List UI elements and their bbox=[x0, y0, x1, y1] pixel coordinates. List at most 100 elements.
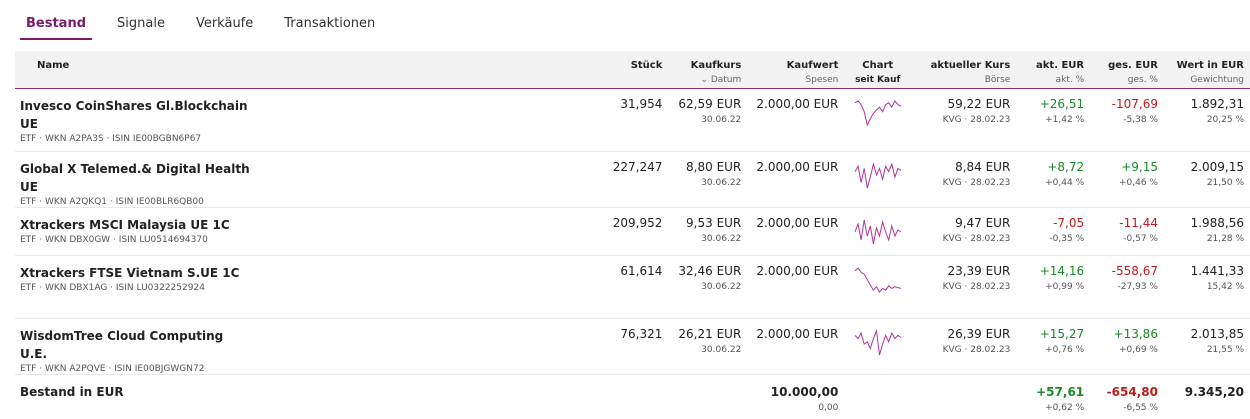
instrument-name[interactable]: WisdomTree Cloud Computing U.E. bbox=[20, 328, 224, 361]
chart-cell[interactable] bbox=[844, 207, 912, 256]
akt-value: +15,27 bbox=[1039, 326, 1085, 341]
instrument-name[interactable]: Xtrackers MSCI Malaysia UE 1C bbox=[20, 217, 230, 232]
wert-value: 1.892,31 bbox=[1190, 96, 1244, 111]
instrument-name[interactable]: Xtrackers FTSE Vietnam S.UE 1C bbox=[20, 265, 240, 280]
col-datum-label: Datum bbox=[710, 75, 742, 85]
gewichtung: 21,55 % bbox=[1206, 344, 1244, 355]
kaufkurs-value: 8,80 EUR bbox=[686, 159, 742, 174]
sparkline-chart[interactable] bbox=[853, 95, 903, 129]
ges-value: +13,86 bbox=[1113, 326, 1158, 341]
kurs-cell: 9,47 EUR KVG · 28.02.23 bbox=[911, 207, 1017, 256]
stueck-value: 76,321 bbox=[620, 326, 663, 341]
col-kaufkurs-label: Kaufkurs bbox=[690, 60, 742, 71]
sparkline-chart[interactable] bbox=[853, 325, 903, 359]
col-wert[interactable]: Wert in EUR Gewichtung bbox=[1164, 51, 1250, 88]
tab-bestand[interactable]: Bestand bbox=[20, 0, 93, 40]
sparkline-chart[interactable] bbox=[853, 214, 903, 248]
table-row[interactable]: WisdomTree Cloud Computing U.E. ETF · WKN… bbox=[15, 318, 1250, 375]
col-kaufkurs[interactable]: Kaufkurs ⌄ Datum bbox=[668, 51, 747, 88]
tab-transaktionen[interactable]: Transaktionen bbox=[284, 16, 376, 31]
gewichtung: 20,25 % bbox=[1206, 114, 1244, 125]
sparkline-line bbox=[854, 219, 902, 244]
col-chart[interactable]: Chart seit Kauf bbox=[844, 51, 911, 88]
total-empty bbox=[844, 374, 911, 413]
ges-cell: -107,69 -5,38 % bbox=[1090, 88, 1164, 152]
ges-pct: -0,57 % bbox=[1123, 233, 1158, 244]
ges-pct: -5,38 % bbox=[1123, 114, 1158, 125]
ges-value: -558,67 bbox=[1111, 263, 1158, 278]
kaufkurs-cell: 32,46 EUR 30.06.22 bbox=[668, 255, 748, 319]
tab-verkaeufe[interactable]: Verkäufe bbox=[195, 16, 254, 31]
ges-pct: +0,46 % bbox=[1118, 177, 1158, 188]
tab-signale[interactable]: Signale bbox=[117, 16, 165, 31]
kaufkurs-value: 62,59 EUR bbox=[678, 96, 742, 111]
instrument-name[interactable]: Invesco CoinShares Gl.Blockchain UE bbox=[20, 98, 248, 131]
wert-cell: 1.988,56 21,28 % bbox=[1163, 207, 1250, 256]
col-kaufwert[interactable]: Kaufwert Spesen bbox=[747, 51, 844, 88]
table-row[interactable]: Xtrackers MSCI Malaysia UE 1C ETF · WKN D… bbox=[15, 207, 1250, 256]
kurs-value: 26,39 EUR bbox=[947, 326, 1011, 341]
total-ges-value: -654,80 bbox=[1106, 384, 1158, 399]
table-row[interactable]: Xtrackers FTSE Vietnam S.UE 1C ETF · WKN … bbox=[15, 255, 1250, 319]
col-akt[interactable]: akt. EUR akt. % bbox=[1016, 51, 1090, 88]
col-gewicht-label: Gewichtung bbox=[1190, 75, 1244, 85]
akt-cell: +26,51 +1,42 % bbox=[1016, 88, 1091, 152]
col-name-label: Name bbox=[37, 60, 70, 71]
gewichtung: 21,50 % bbox=[1206, 177, 1244, 188]
ges-value: +9,15 bbox=[1121, 159, 1158, 174]
kurs-boerse: KVG · 28.02.23 bbox=[942, 114, 1011, 125]
wert-value: 2.009,15 bbox=[1190, 159, 1244, 174]
row-name-cell[interactable]: Invesco CoinShares Gl.Blockchain UE ETF ·… bbox=[15, 88, 258, 152]
kaufdatum: 30.06.22 bbox=[701, 114, 742, 125]
col-name[interactable]: Name bbox=[15, 51, 258, 88]
kaufkurs-cell: 8,80 EUR 30.06.22 bbox=[668, 151, 748, 208]
instrument-meta: ETF · WKN A2PQVE · ISIN IE00BJGWGN72 bbox=[20, 363, 205, 374]
kurs-cell: 26,39 EUR KVG · 28.02.23 bbox=[911, 318, 1017, 375]
kurs-cell: 8,84 EUR KVG · 28.02.23 bbox=[911, 151, 1017, 208]
stueck-value: 31,954 bbox=[620, 96, 663, 111]
kurs-value: 59,22 EUR bbox=[947, 96, 1011, 111]
ges-cell: +13,86 +0,69 % bbox=[1090, 318, 1164, 375]
kaufdatum: 30.06.22 bbox=[701, 233, 742, 244]
table-row[interactable]: Invesco CoinShares Gl.Blockchain UE ETF ·… bbox=[15, 88, 1250, 152]
akt-value: +26,51 bbox=[1039, 96, 1085, 111]
chart-cell[interactable] bbox=[844, 88, 912, 152]
table-row[interactable]: Global X Telemed.& Digital Health UE ETF … bbox=[15, 151, 1250, 208]
row-name-cell[interactable]: Xtrackers FTSE Vietnam S.UE 1C ETF · WKN … bbox=[15, 255, 258, 319]
wert-value: 1.988,56 bbox=[1190, 215, 1244, 230]
col-stueck[interactable]: Stück bbox=[258, 51, 669, 88]
instrument-meta: ETF · WKN DBX1AG · ISIN LU0322252924 bbox=[20, 282, 205, 293]
row-name-cell[interactable]: Xtrackers MSCI Malaysia UE 1C ETF · WKN D… bbox=[15, 207, 258, 256]
akt-pct: +0,44 % bbox=[1045, 177, 1085, 188]
total-akt: +57,61 +0,62 % bbox=[1016, 374, 1090, 413]
col-spesen-label: Spesen bbox=[805, 75, 839, 85]
ges-cell: -11,44 -0,57 % bbox=[1090, 207, 1164, 256]
chart-cell[interactable] bbox=[844, 151, 912, 208]
sparkline-chart[interactable] bbox=[853, 158, 903, 192]
instrument-name[interactable]: Global X Telemed.& Digital Health UE bbox=[20, 161, 250, 194]
akt-value: +14,16 bbox=[1039, 263, 1085, 278]
chart-cell[interactable] bbox=[844, 255, 912, 319]
col-ges[interactable]: ges. EUR ges. % bbox=[1090, 51, 1164, 88]
wert-value: 2.013,85 bbox=[1190, 326, 1244, 341]
instrument-meta: ETF · WKN A2QKQ1 · ISIN IE00BLR6QB00 bbox=[20, 196, 204, 207]
kurs-value: 8,84 EUR bbox=[955, 159, 1011, 174]
akt-cell: +15,27 +0,76 % bbox=[1016, 318, 1091, 375]
kaufdatum: 30.06.22 bbox=[701, 177, 742, 188]
col-kurs[interactable]: aktueller Kurs Börse bbox=[911, 51, 1016, 88]
sparkline-line bbox=[854, 161, 902, 188]
row-name-cell[interactable]: Global X Telemed.& Digital Health UE ETF … bbox=[15, 151, 258, 208]
total-akt-pct: +0,62 % bbox=[1045, 402, 1085, 413]
col-wert-label: Wert in EUR bbox=[1176, 60, 1244, 71]
portfolio-table: Name Stück Kaufkurs ⌄ Datum Kaufwert Spese… bbox=[15, 51, 1250, 413]
chevron-down-icon: ⌄ bbox=[700, 75, 708, 85]
ges-pct: +0,69 % bbox=[1118, 344, 1158, 355]
stueck-cell: 76,321 bbox=[257, 318, 669, 375]
col-chart-sub-label: seit Kauf bbox=[855, 75, 901, 85]
chart-cell[interactable] bbox=[844, 318, 912, 375]
total-empty bbox=[668, 374, 747, 413]
total-spesen: 0,00 bbox=[818, 402, 839, 413]
col-stueck-label: Stück bbox=[630, 60, 663, 71]
row-name-cell[interactable]: WisdomTree Cloud Computing U.E. ETF · WKN… bbox=[15, 318, 258, 375]
sparkline-chart[interactable] bbox=[853, 262, 903, 296]
